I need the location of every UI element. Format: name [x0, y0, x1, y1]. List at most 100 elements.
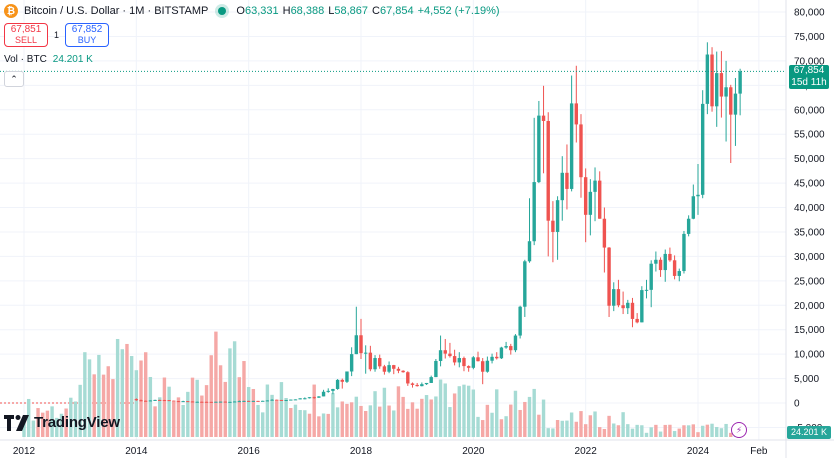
volume-bar — [158, 397, 162, 437]
volume-bar — [612, 423, 616, 437]
candle-body — [331, 388, 335, 391]
candle-body — [251, 400, 256, 402]
candle-body — [588, 191, 593, 215]
volume-bar — [265, 384, 270, 437]
volume-bar — [363, 410, 368, 437]
symbol-title[interactable]: Bitcoin / U.S. Dollar · 1M · BITSTAMP — [24, 5, 209, 17]
volume-bar — [349, 402, 354, 437]
candle-body — [593, 180, 597, 192]
y-tick-label: 10,000 — [794, 350, 825, 361]
sell-button[interactable]: 67,851 SELL — [4, 23, 48, 47]
volume-bar — [50, 406, 54, 437]
candle-body — [466, 366, 471, 368]
x-tick-label: 2022 — [575, 446, 598, 457]
candle-body — [218, 401, 223, 403]
candle-body — [424, 382, 429, 385]
volume-bar — [495, 389, 499, 437]
candle-body — [246, 400, 251, 402]
candle-body — [457, 358, 461, 363]
y-tick-label: 80,000 — [794, 8, 825, 19]
volume-bar — [654, 424, 658, 437]
candle-body — [340, 379, 344, 382]
volume-bar — [69, 397, 73, 437]
volume-bar — [462, 384, 466, 437]
candle-body — [293, 399, 298, 401]
candle-body — [635, 318, 639, 323]
candle-body — [532, 182, 536, 242]
candle-body — [242, 400, 246, 402]
volume-bar — [560, 420, 564, 437]
candle-body — [672, 260, 677, 276]
candle-body — [148, 400, 153, 402]
volume-bar — [359, 405, 363, 437]
volume-bar — [143, 352, 148, 437]
candle-body — [696, 194, 700, 197]
volume-bar — [237, 377, 242, 437]
trade-buttons: 67,851 SELL 1 67,852 BUY — [4, 23, 110, 47]
candle-body — [368, 352, 373, 370]
y-tick-label: 45,000 — [794, 179, 825, 190]
candle-body — [616, 289, 621, 306]
volume-bar — [256, 404, 260, 437]
buy-button[interactable]: 67,852 BUY — [65, 23, 110, 47]
candle-body — [649, 263, 653, 290]
candle-body — [686, 218, 691, 234]
candle-body — [733, 93, 738, 115]
volume-bar — [480, 420, 485, 437]
y-tick-label: 0 — [794, 399, 800, 410]
volume-bar — [139, 360, 143, 437]
candle-body — [485, 360, 490, 372]
candle-body — [513, 335, 518, 351]
tradingview-logo[interactable]: TradingView — [4, 414, 120, 431]
volume-bar — [504, 416, 508, 437]
volume-bar — [218, 365, 223, 437]
candle-body — [705, 54, 710, 104]
volume-bar — [45, 410, 50, 437]
candle-body — [429, 377, 433, 383]
volume-bar — [195, 379, 199, 437]
lightning-icon[interactable]: ⚡ — [731, 422, 747, 438]
candle-body — [546, 120, 550, 221]
candle-body — [261, 400, 265, 402]
candle-body — [153, 399, 157, 401]
volume-bar — [691, 424, 696, 437]
candle-body — [406, 372, 410, 384]
candle-body — [158, 399, 162, 401]
volume-bar — [129, 356, 134, 437]
candles — [134, 42, 742, 403]
last-price-value: 67,854 — [793, 65, 825, 76]
last-price-tag: 67,854 15d 11h — [789, 65, 829, 89]
candle-body — [434, 360, 438, 378]
candle-body — [172, 400, 176, 402]
candle-body — [373, 358, 377, 370]
volume-bar — [457, 386, 461, 437]
collapse-chevron-icon[interactable]: ⌃ — [4, 71, 24, 87]
x-tick-label: 2018 — [350, 446, 373, 457]
candle-body — [719, 73, 724, 97]
volume-bar — [298, 410, 302, 437]
candle-body — [499, 347, 504, 359]
volume-bar — [672, 431, 677, 437]
candle-body — [176, 401, 181, 403]
volume-bar — [574, 421, 579, 437]
volume-bar — [700, 425, 705, 437]
volume-bar — [209, 355, 213, 437]
candle-body — [363, 352, 368, 354]
volume-bar — [87, 359, 92, 437]
volume-bar — [710, 423, 714, 437]
volume-bar — [55, 417, 59, 437]
y-tick-label: 25,000 — [794, 276, 825, 287]
volume-bar — [452, 393, 457, 437]
x-tick-label: 2014 — [125, 446, 148, 457]
volume-bar — [78, 384, 82, 437]
volume-bar — [598, 427, 602, 437]
volume-bar — [607, 415, 611, 437]
volume-bar — [172, 402, 176, 437]
candle-body — [598, 180, 602, 219]
candle-body — [387, 365, 391, 372]
x-tick-label: 2020 — [462, 446, 485, 457]
volume-bar — [303, 410, 307, 437]
volume-bar — [537, 414, 541, 437]
candle-body — [270, 399, 274, 401]
